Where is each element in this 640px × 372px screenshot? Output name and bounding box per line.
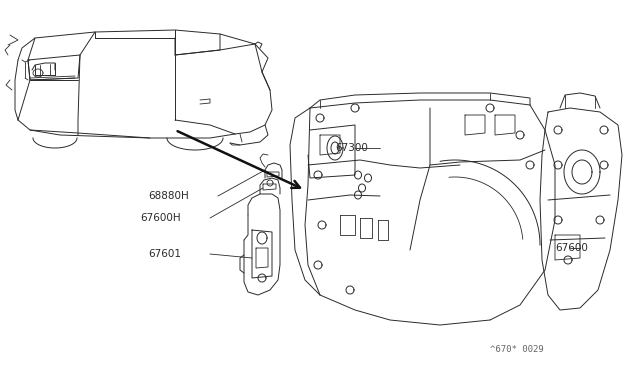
Text: ^670* 0029: ^670* 0029 (490, 345, 544, 354)
Text: 67600: 67600 (555, 243, 588, 253)
Text: 68880H: 68880H (148, 191, 189, 201)
Text: 67601: 67601 (148, 249, 181, 259)
Text: 67300: 67300 (335, 143, 368, 153)
Text: 67600H: 67600H (140, 213, 180, 223)
